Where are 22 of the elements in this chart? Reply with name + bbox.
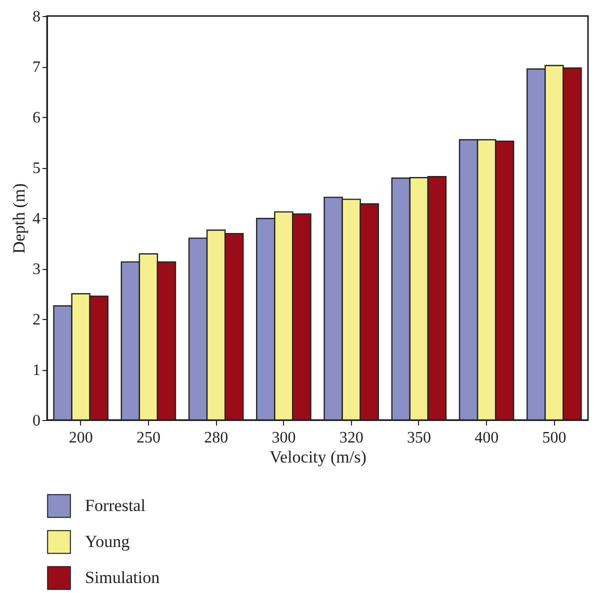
x-axis-title: Velocity (m/s) (270, 448, 366, 466)
x-tick-label: 350 (406, 430, 431, 446)
legend-label: Young (85, 532, 130, 551)
legend-label: Simulation (85, 568, 160, 587)
y-tick-label: 2 (32, 312, 40, 328)
x-tick-label: 250 (136, 430, 160, 446)
x-tick-label: 500 (542, 430, 566, 446)
x-tick-label: 280 (204, 430, 228, 446)
y-tick-label: 8 (32, 8, 40, 26)
legend-label: Forrestal (85, 496, 146, 515)
y-tick-label: 6 (32, 110, 40, 126)
y-axis-title: Depth (m) (10, 183, 28, 254)
x-tick-label: 200 (68, 430, 93, 446)
y-tick-label: 3 (32, 261, 40, 278)
x-tick-label: 320 (339, 430, 364, 446)
x-tick-label: 300 (272, 430, 296, 446)
y-tick-label: 5 (32, 160, 40, 177)
y-tick-label: 7 (32, 59, 40, 76)
y-tick-label: 0 (32, 412, 40, 430)
y-tick-label: 1 (32, 362, 40, 379)
x-tick-label: 400 (474, 430, 499, 446)
y-tick-label: 4 (32, 210, 40, 228)
